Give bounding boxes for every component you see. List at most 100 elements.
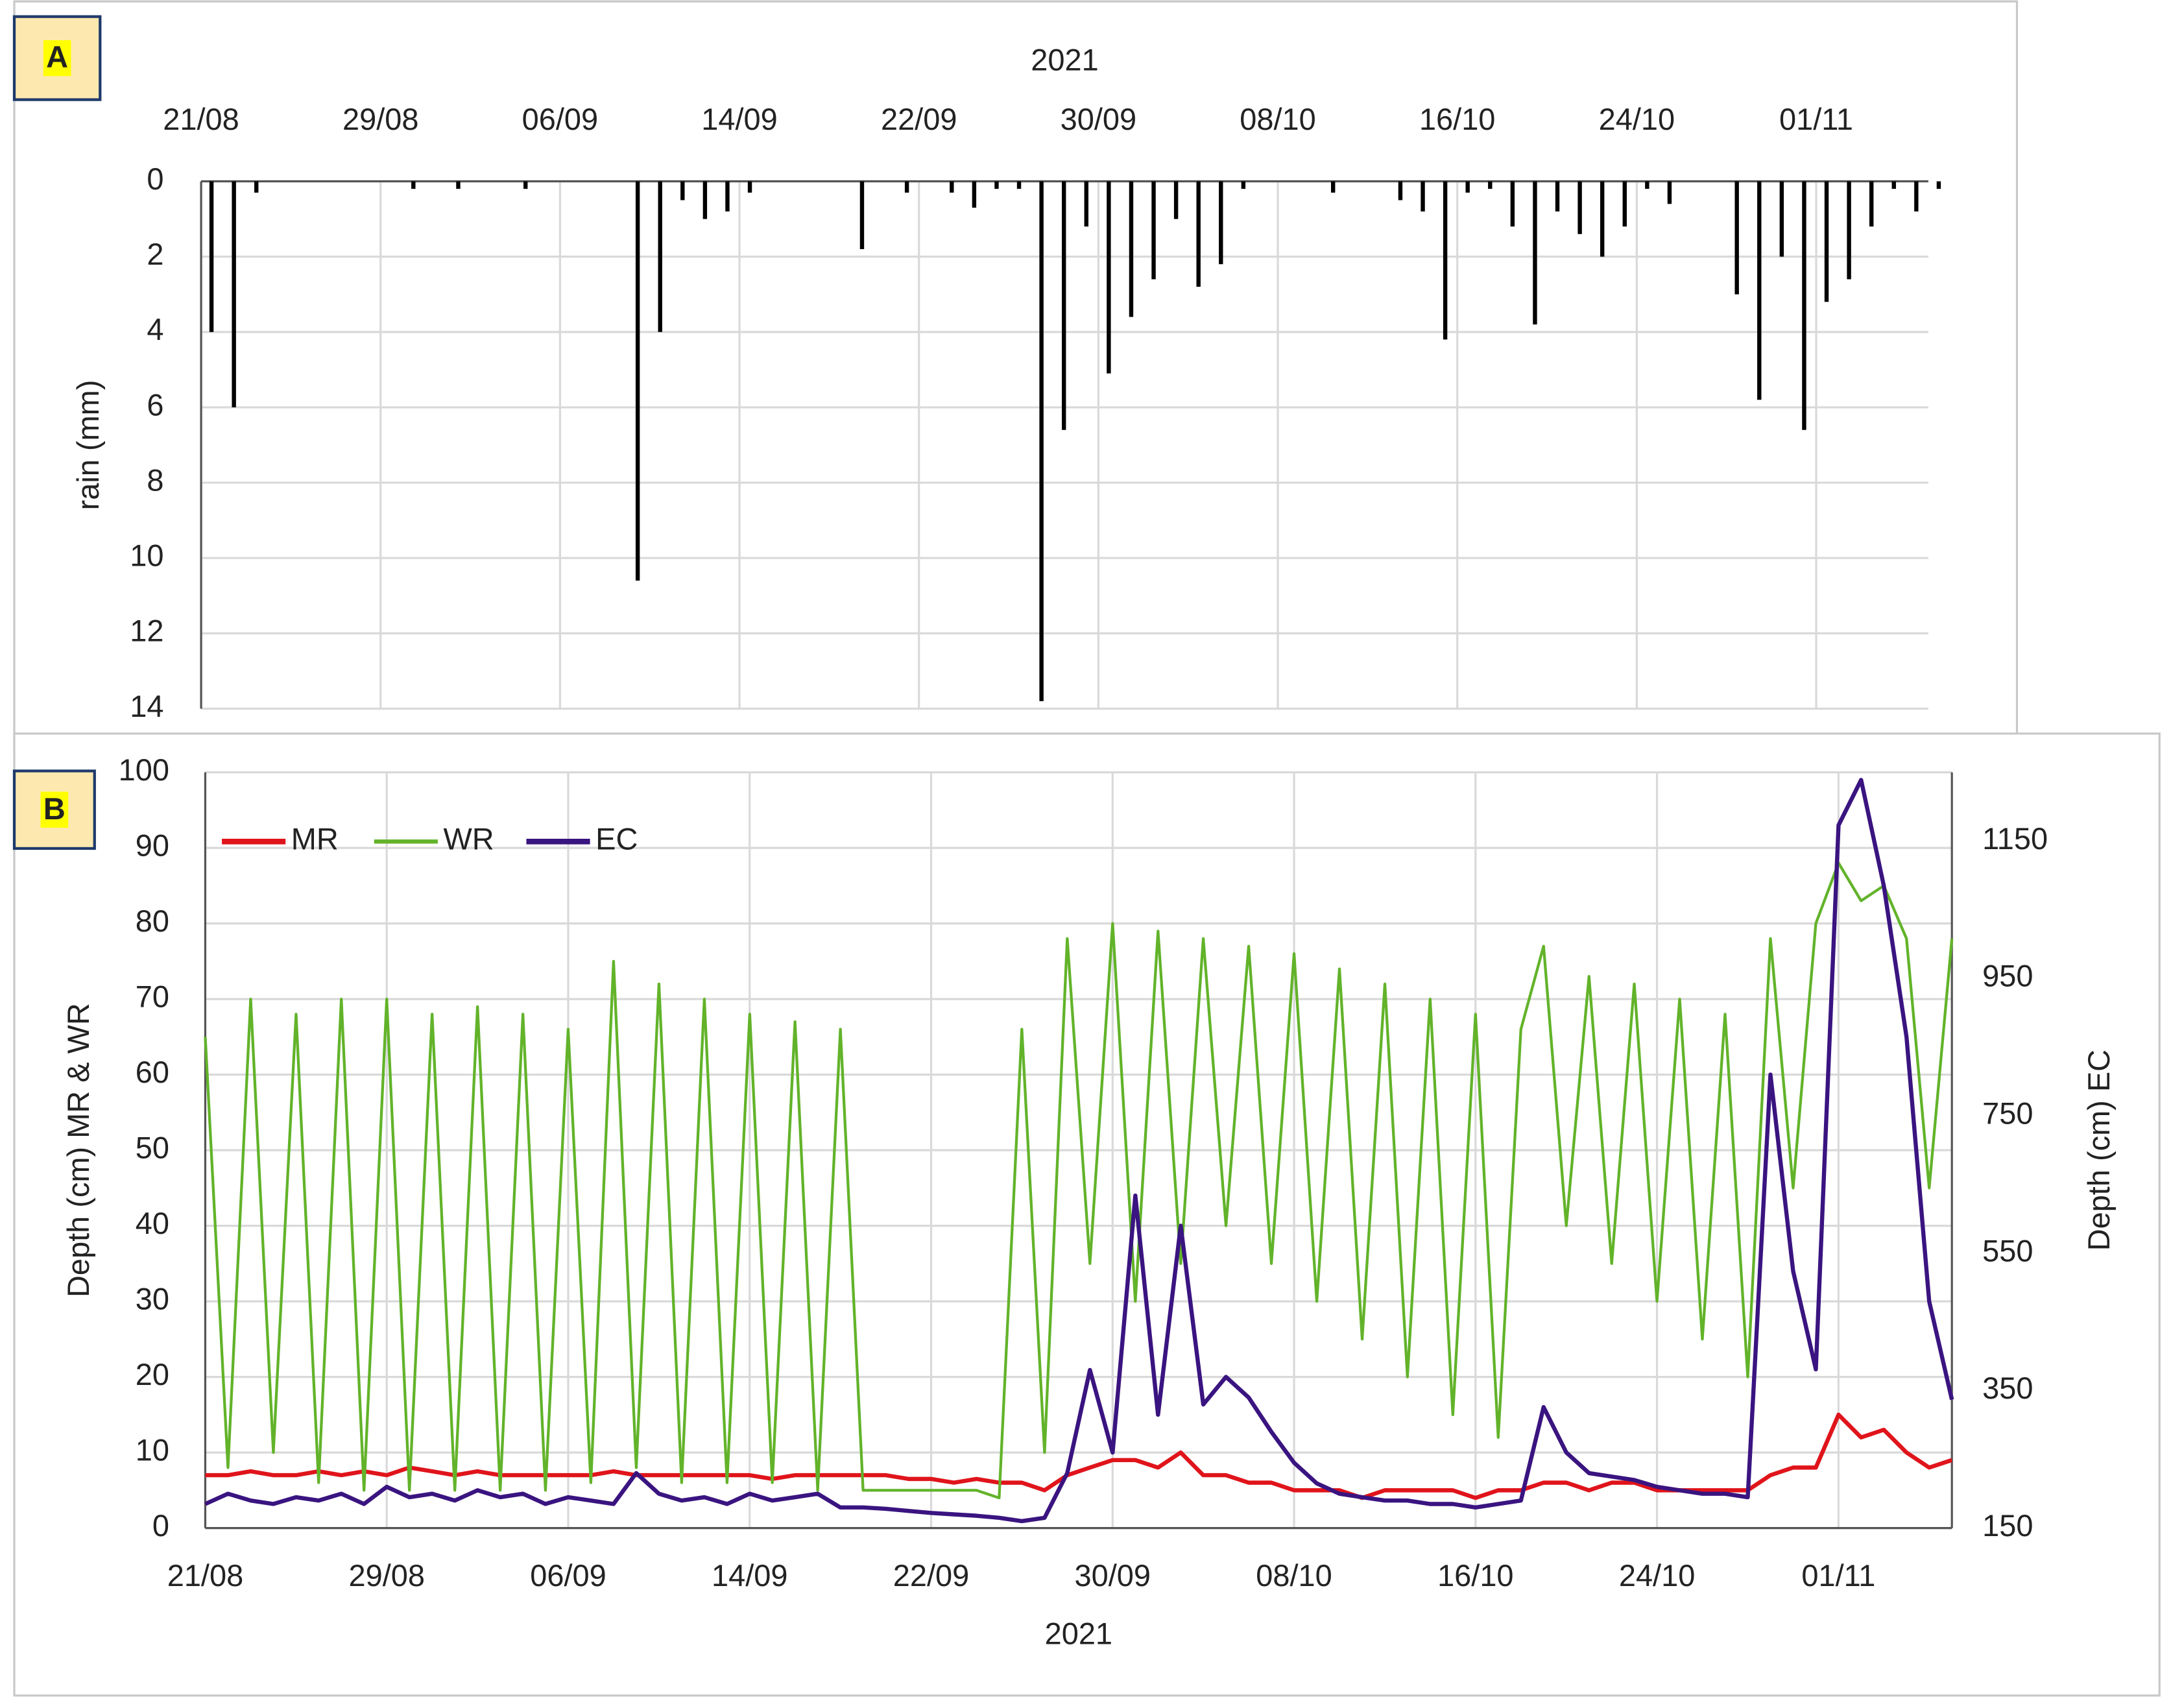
rain-bar — [658, 181, 662, 332]
x-tick-label: 16/10 — [1437, 1559, 1513, 1593]
x-tick-label: 01/11 — [1779, 102, 1853, 136]
rain-bar — [904, 181, 909, 193]
x-tick-label: 08/10 — [1240, 102, 1315, 136]
y2-tick-label: 750 — [1982, 1097, 2033, 1131]
rain-bar — [725, 181, 730, 211]
rain-bar — [1219, 181, 1223, 265]
panel-label-highlight — [43, 40, 71, 77]
y-tick-label: 40 — [136, 1207, 169, 1240]
series-line — [204, 778, 1954, 1524]
rain-bar — [232, 181, 236, 407]
rain-bar — [950, 181, 954, 193]
y-tick-label: 0 — [147, 162, 163, 196]
rain-bar — [254, 181, 259, 193]
rain-bar — [1824, 181, 1829, 302]
y-tick-label: 50 — [136, 1131, 169, 1165]
y2-tick-label: 550 — [1982, 1234, 2033, 1268]
x-tick-label: 22/09 — [881, 102, 957, 136]
y-tick-label: 8 — [147, 463, 163, 497]
x-tick-label: 01/11 — [1801, 1559, 1875, 1593]
y-axis-label: Depth (cm) MR & WR — [62, 1003, 95, 1297]
rain-bar — [1421, 181, 1425, 211]
x-tick-label: 21/08 — [163, 102, 239, 136]
rain-bar — [1734, 181, 1739, 295]
series-line — [204, 861, 1954, 1500]
rain-bar — [1757, 181, 1762, 400]
legend-label: EC — [595, 823, 638, 856]
rain-bar — [747, 181, 752, 193]
x-tick-label: 29/08 — [348, 1559, 424, 1593]
panel-a-frame — [13, 0, 2019, 756]
y-tick-label: 80 — [136, 904, 169, 938]
rain-bar — [1016, 181, 1022, 189]
rain-bar — [1330, 181, 1336, 193]
y-tick-label: 30 — [136, 1282, 169, 1316]
rain-bar — [680, 181, 685, 200]
rain-bar — [1914, 181, 1919, 211]
y-tick-label: 20 — [136, 1358, 169, 1391]
x-tick-label: 29/08 — [342, 102, 418, 136]
rain-bar — [1241, 181, 1246, 189]
rain-bar — [209, 181, 214, 332]
x-tick-label: 22/09 — [893, 1559, 969, 1593]
y-tick-label: 100 — [119, 753, 169, 787]
rain-bar — [1173, 181, 1179, 219]
rain-bar — [1465, 181, 1470, 193]
series-line — [205, 1412, 1953, 1500]
x-axis-label: 2021 — [1031, 43, 1098, 77]
rain-bar — [1443, 181, 1448, 340]
panel-label-highlight — [40, 791, 69, 828]
rain-bar — [859, 181, 865, 250]
rain-bar — [1151, 181, 1156, 280]
y-tick-label: 10 — [136, 1434, 169, 1467]
y2-tick-label: 950 — [1982, 959, 2033, 993]
rain-bar — [994, 181, 999, 189]
rain-bar — [1129, 181, 1134, 317]
x-tick-label: 21/08 — [167, 1559, 243, 1593]
rain-bar — [1779, 181, 1784, 257]
y-axis-label: rain (mm) — [71, 380, 105, 511]
rain-bar — [1107, 181, 1111, 374]
rain-bar — [635, 181, 640, 581]
panel-label: B — [43, 792, 66, 826]
y-tick-label: 90 — [136, 829, 169, 863]
rain-bar — [411, 181, 416, 189]
rain-bar — [1577, 181, 1582, 234]
rain-bar — [1039, 181, 1044, 701]
x-tick-label: 24/10 — [1599, 102, 1675, 136]
legend-label: WR — [443, 823, 494, 856]
rain-bar — [1645, 181, 1649, 189]
x-tick-label: 06/09 — [530, 1559, 606, 1593]
y2-tick-label: 150 — [1982, 1509, 2033, 1543]
x-axis-label: 2021 — [1045, 1617, 1112, 1650]
y2-axis-label: Depth (cm) EC — [2082, 1050, 2116, 1251]
rain-bar — [1936, 181, 1941, 189]
y-tick-label: 6 — [147, 388, 163, 422]
y2-tick-label: 1150 — [1982, 822, 2048, 856]
x-tick-label: 30/09 — [1075, 1559, 1151, 1593]
y-tick-label: 4 — [147, 313, 163, 346]
rain-bar — [1533, 181, 1537, 325]
y-tick-label: 60 — [136, 1055, 169, 1089]
y-tick-label: 2 — [147, 237, 163, 271]
rain-bar — [1869, 181, 1874, 227]
y2-tick-label: 350 — [1982, 1371, 2033, 1405]
rain-bar — [972, 181, 977, 208]
rain-bar — [702, 181, 708, 219]
legend-label: MR — [291, 823, 339, 856]
rain-bar — [1667, 181, 1672, 204]
y-tick-label: 12 — [130, 614, 163, 648]
rain-bar — [1196, 181, 1201, 287]
rain-bar — [1622, 181, 1627, 227]
rain-bar — [1398, 181, 1403, 200]
y-tick-label: 0 — [152, 1509, 169, 1543]
rain-bar — [456, 181, 461, 189]
x-tick-label: 08/10 — [1256, 1559, 1332, 1593]
x-tick-label: 14/09 — [701, 102, 777, 136]
rain-bar — [1062, 181, 1066, 430]
y-tick-label: 70 — [136, 980, 169, 1014]
y-tick-label: 14 — [130, 690, 163, 723]
x-tick-label: 06/09 — [522, 102, 598, 136]
rain-bar — [523, 181, 528, 189]
